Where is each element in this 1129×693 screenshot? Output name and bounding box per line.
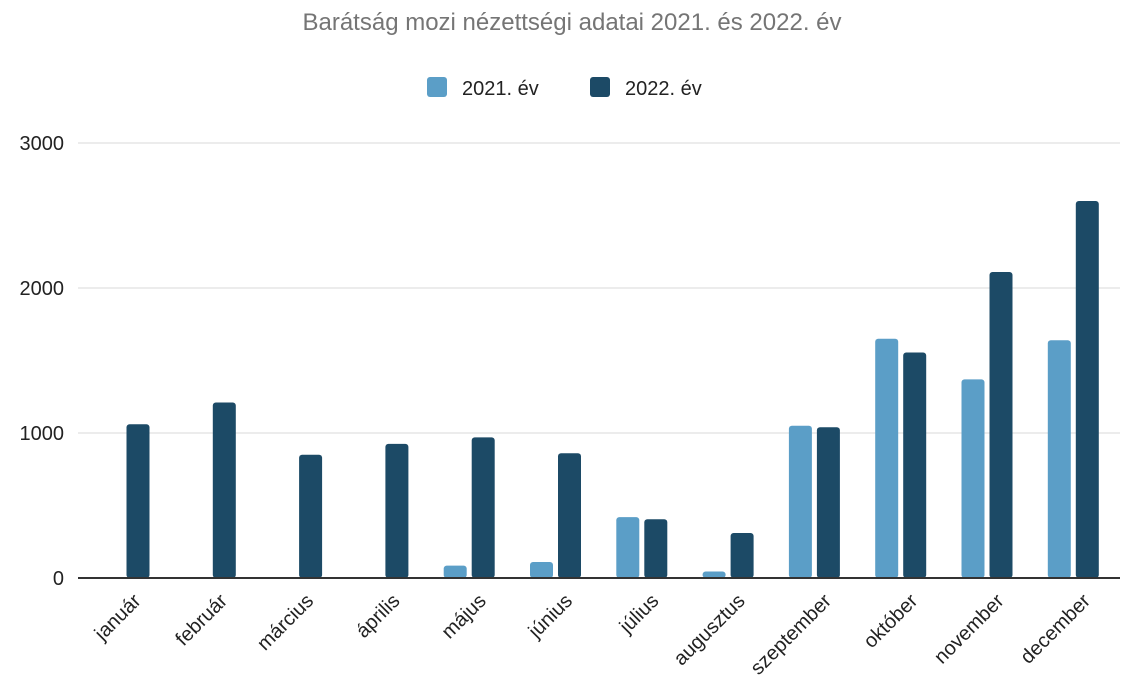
y-tick-label: 1000 <box>20 423 65 445</box>
bar-2021-5 <box>444 566 467 578</box>
bar-2021-11 <box>962 379 985 578</box>
bar-2021-9 <box>789 426 812 578</box>
bar-2022-4 <box>385 444 408 578</box>
bar-2022-2 <box>213 403 236 578</box>
x-tick-label: július <box>615 590 663 638</box>
bar-2021-7 <box>616 517 639 578</box>
y-tick-label: 0 <box>53 568 64 590</box>
bar-2022-11 <box>990 272 1013 578</box>
y-tick-label: 2000 <box>20 278 65 300</box>
bar-2022-8 <box>731 533 754 578</box>
legend-label-2022: 2022. év <box>625 78 702 100</box>
y-tick-label: 3000 <box>20 133 65 155</box>
y-axis-ticks: 0 1000 2000 3000 <box>20 133 65 590</box>
bar-2022-6 <box>558 453 581 578</box>
bar-2022-10 <box>903 353 926 578</box>
bar-2021-12 <box>1048 340 1071 578</box>
bar-2022-7 <box>644 519 667 578</box>
x-axis-ticks: január február március április május június jú… <box>90 590 1095 680</box>
legend-swatch-2022 <box>590 77 610 97</box>
x-tick-label: február <box>171 590 232 651</box>
bar-2021-10 <box>875 339 898 578</box>
x-tick-label: november <box>930 590 1009 669</box>
bar-2022-9 <box>817 427 840 578</box>
bars <box>127 201 1099 578</box>
bar-2022-3 <box>299 455 322 578</box>
x-tick-label: március <box>253 590 318 655</box>
x-tick-label: december <box>1016 590 1095 669</box>
bar-2022-12 <box>1076 201 1099 578</box>
x-tick-label: január <box>90 590 146 646</box>
legend-swatch-2021 <box>427 77 447 97</box>
legend-label-2021: 2021. év <box>462 78 539 100</box>
x-tick-label: április <box>352 590 405 643</box>
x-tick-label: június <box>524 590 577 643</box>
bar-2022-1 <box>127 424 150 578</box>
x-tick-label: augusztus <box>670 590 750 670</box>
chart-title: Barátság mozi nézettségi adatai 2021. és… <box>302 9 841 36</box>
x-tick-label: szeptember <box>746 590 836 680</box>
x-tick-label: május <box>437 590 490 643</box>
legend: 2021. év 2022. év <box>427 77 702 100</box>
bar-2022-5 <box>472 437 495 578</box>
bar-2021-6 <box>530 562 553 578</box>
x-tick-label: október <box>860 590 923 653</box>
